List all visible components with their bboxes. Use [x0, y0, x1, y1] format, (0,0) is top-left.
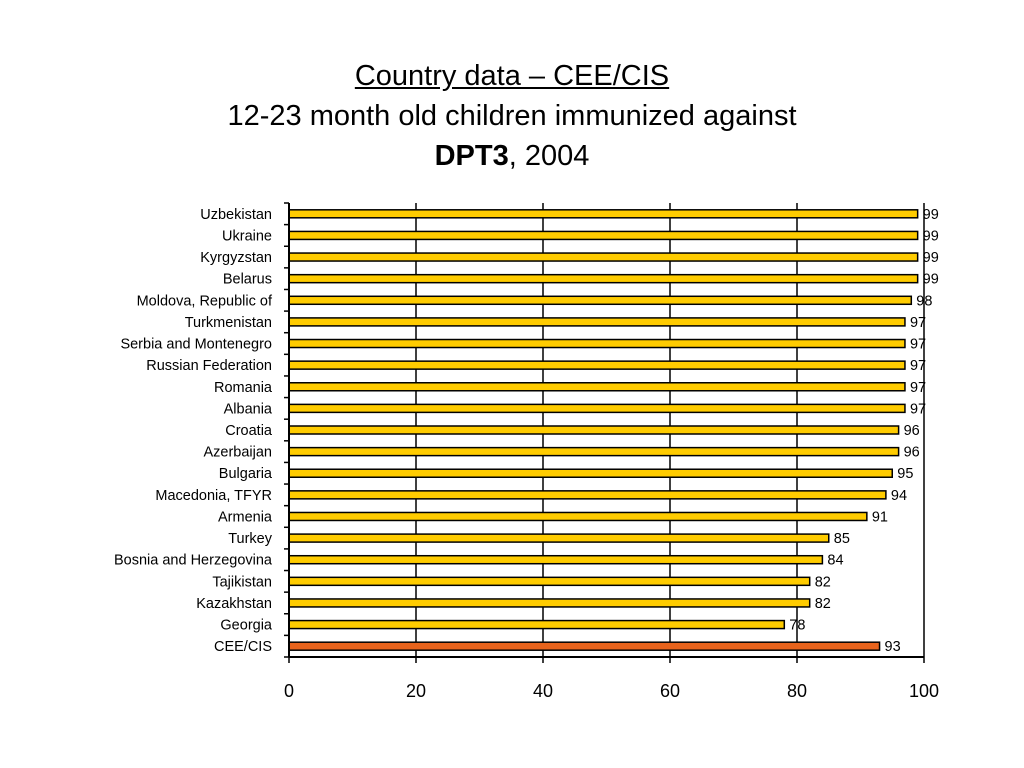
category-label: Macedonia, TFYR	[155, 488, 272, 504]
bar	[288, 382, 906, 392]
bar	[288, 619, 786, 630]
x-tick-label: 100	[909, 681, 939, 701]
value-label: 91	[872, 509, 888, 525]
value-label: 78	[789, 618, 805, 634]
value-label: 97	[910, 358, 926, 374]
category-label: Turkmenistan	[185, 315, 272, 331]
title-line-2: 12-23 month old children immunized again…	[227, 100, 797, 132]
category-label: Ukraine	[222, 228, 272, 244]
bar	[288, 295, 913, 306]
bar	[288, 641, 881, 651]
value-label: 96	[904, 445, 920, 461]
title-year: , 2004	[508, 140, 590, 172]
bar	[288, 230, 919, 241]
category-label: Croatia	[225, 423, 273, 439]
bar	[288, 511, 868, 522]
title-line-1: Country data – CEE/CIS	[354, 60, 670, 92]
x-tick-label: 40	[533, 681, 553, 701]
category-label: Kazakhstan	[196, 596, 272, 612]
value-label: 99	[923, 207, 939, 223]
chart-title: Country data – CEE/CIS 12-23 month old c…	[0, 56, 1024, 176]
category-label: Georgia	[220, 618, 273, 634]
x-tick-label: 60	[660, 681, 680, 701]
category-label: Tajikistan	[212, 574, 272, 590]
x-tick-label: 80	[787, 681, 807, 701]
x-tick-label: 0	[284, 681, 294, 701]
x-tick-label: 20	[406, 681, 426, 701]
bar	[288, 425, 900, 435]
value-label: 97	[910, 380, 926, 396]
bar	[288, 533, 830, 543]
category-label: Turkey	[228, 531, 273, 547]
title-bold-term: DPT3	[434, 140, 509, 172]
category-label: Albania	[224, 401, 273, 417]
value-label: 85	[834, 531, 850, 547]
bar	[288, 360, 906, 370]
category-label: Serbia and Montenegro	[120, 337, 272, 353]
bar	[288, 252, 919, 262]
category-label: Azerbaijan	[203, 445, 272, 461]
category-label: CEE/CIS	[214, 639, 272, 655]
bar	[288, 317, 906, 327]
value-label: 94	[891, 488, 907, 504]
category-label: Belarus	[223, 272, 272, 288]
value-label: 97	[910, 337, 926, 353]
category-label: Romania	[214, 380, 273, 396]
category-label: Bulgaria	[219, 466, 273, 482]
bar	[288, 490, 887, 500]
bar	[288, 576, 811, 587]
value-label: 93	[885, 639, 901, 655]
bar	[288, 273, 919, 284]
bar	[288, 403, 906, 414]
bar	[288, 554, 824, 565]
category-label: Armenia	[218, 509, 273, 525]
value-label: 97	[910, 315, 926, 331]
value-label: 97	[910, 401, 926, 417]
title-line-3: DPT3, 2004	[0, 136, 1024, 176]
value-label: 99	[923, 272, 939, 288]
value-label: 96	[904, 423, 920, 439]
category-label: Uzbekistan	[200, 207, 272, 223]
bar	[288, 468, 893, 478]
value-label: 82	[815, 574, 831, 590]
value-label: 98	[916, 293, 932, 309]
category-label: Russian Federation	[146, 358, 272, 374]
value-label: 95	[897, 466, 913, 482]
category-label: Bosnia and Herzegovina	[114, 553, 273, 569]
category-label: Kyrgyzstan	[200, 250, 272, 266]
value-label: 99	[923, 228, 939, 244]
value-label: 99	[923, 250, 939, 266]
bar	[288, 446, 900, 457]
bar	[288, 338, 906, 349]
category-label: Moldova, Republic of	[137, 293, 273, 309]
value-label: 84	[827, 553, 843, 569]
value-label: 82	[815, 596, 831, 612]
bar	[288, 598, 811, 608]
bar	[288, 209, 919, 219]
